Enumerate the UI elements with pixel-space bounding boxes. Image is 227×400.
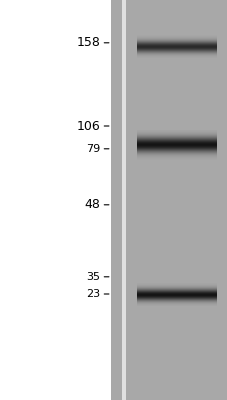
- Text: 23: 23: [86, 289, 100, 299]
- Bar: [122, 0, 126, 400]
- Bar: [110, 0, 122, 400]
- Bar: [126, 0, 227, 400]
- Text: 48: 48: [84, 198, 100, 211]
- Text: 79: 79: [86, 144, 100, 154]
- Text: 35: 35: [86, 272, 100, 282]
- Text: 106: 106: [76, 120, 100, 132]
- Text: 158: 158: [76, 36, 100, 49]
